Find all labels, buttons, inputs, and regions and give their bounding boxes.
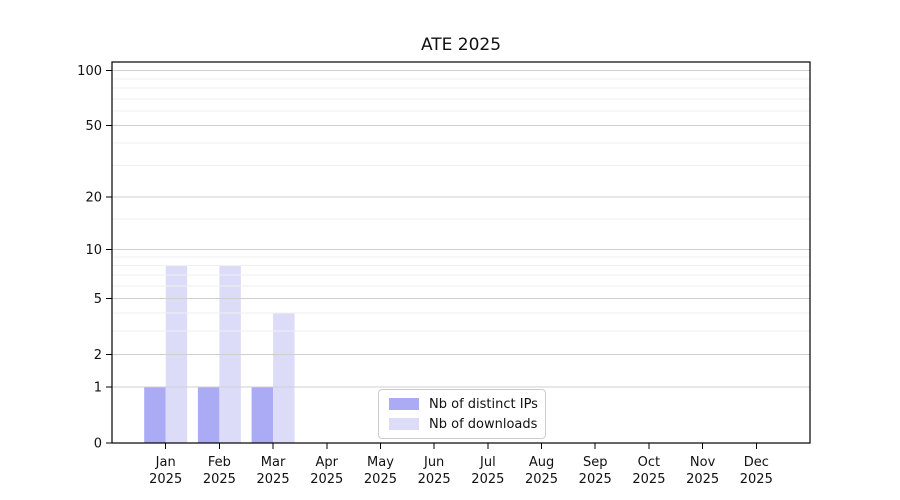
x-tick-label-month: Oct [638,455,660,470]
x-tick-label-year: 2025 [203,472,236,487]
x-tick-label-month: Mar [261,455,286,470]
y-tick-label: 50 [85,119,102,134]
x-tick-label-year: 2025 [525,472,558,487]
x-tick-label-month: Nov [690,455,716,470]
x-tick-label-month: May [367,455,394,470]
chart-title: ATE 2025 [420,35,502,55]
bar-distinct-ips [144,387,166,443]
x-tick-label-year: 2025 [632,472,665,487]
x-tick-label-month: Jul [479,455,496,470]
x-tick-label-month: Dec [744,455,769,470]
x-tick-label-year: 2025 [418,472,451,487]
x-tick-label-year: 2025 [364,472,397,487]
y-tick-label: 1 [94,381,102,396]
legend-swatch-distinct-ips [389,398,419,410]
x-tick-label-month: Aug [529,455,554,470]
legend: Nb of distinct IPs Nb of downloads [378,389,546,439]
legend-label-distinct-ips: Nb of distinct IPs [429,396,538,412]
bar-distinct-ips [251,387,274,443]
x-tick-label-year: 2025 [149,472,182,487]
x-tick-label-month: Jan [155,455,176,470]
x-tick-label-year: 2025 [257,472,290,487]
x-tick-label-year: 2025 [740,472,773,487]
plot-border [111,61,811,444]
y-tick-label: 100 [77,64,102,79]
y-tick-label: 5 [94,292,102,307]
y-tick-label: 0 [94,437,102,452]
x-tick-label-month: Jun [423,455,444,470]
bar-distinct-ips [197,387,220,443]
x-tick-label-year: 2025 [579,472,612,487]
bar-downloads [273,313,295,443]
legend-label-downloads: Nb of downloads [429,416,538,432]
x-tick-label-year: 2025 [310,472,343,487]
x-tick-label-year: 2025 [686,472,719,487]
legend-item-downloads: Nb of downloads [389,416,538,432]
x-tick-label-month: Apr [316,455,339,470]
x-tick-label-year: 2025 [471,472,504,487]
x-tick-label-month: Feb [208,455,231,470]
y-tick-label: 20 [85,191,102,206]
legend-swatch-downloads [389,418,419,430]
y-tick-label: 10 [85,243,102,258]
legend-item-distinct-ips: Nb of distinct IPs [389,396,538,412]
y-tick-label: 2 [94,348,102,363]
x-tick-label-month: Sep [583,455,608,470]
